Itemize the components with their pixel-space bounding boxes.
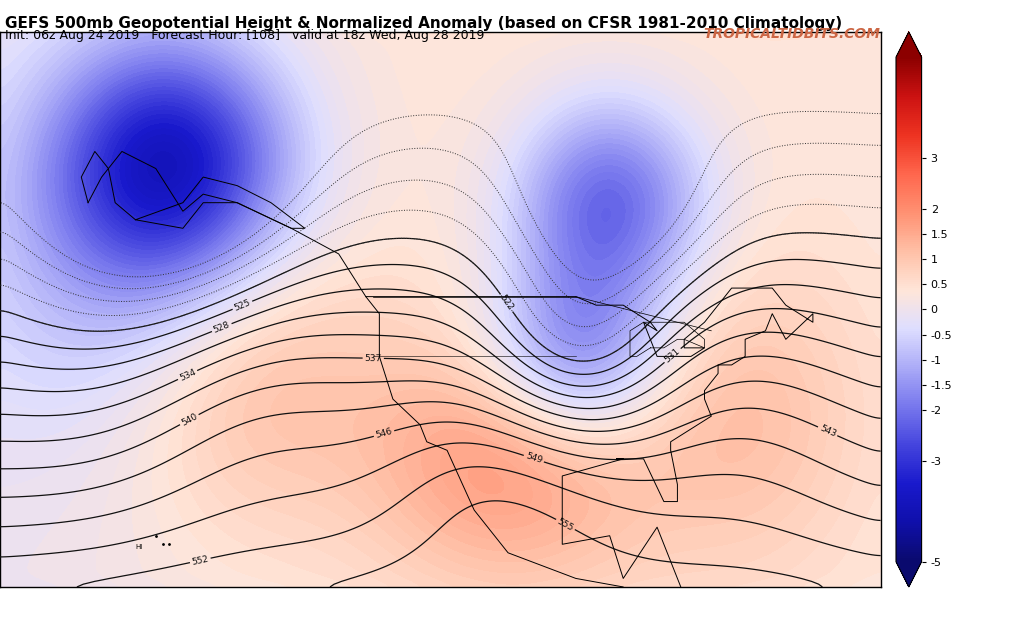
Text: 522: 522 — [498, 293, 515, 313]
Text: 534: 534 — [178, 367, 198, 383]
Text: 537: 537 — [365, 353, 382, 363]
Text: TROPICALTIDBITS.COM: TROPICALTIDBITS.COM — [703, 27, 881, 41]
Text: 549: 549 — [524, 452, 544, 466]
Text: 555: 555 — [556, 516, 575, 533]
PathPatch shape — [896, 561, 922, 587]
Text: Init: 06z Aug 24 2019   Forecast Hour: [108]   valid at 18z Wed, Aug 28 2019: Init: 06z Aug 24 2019 Forecast Hour: [10… — [5, 29, 484, 41]
Text: HI: HI — [135, 544, 142, 549]
Text: 525: 525 — [232, 298, 252, 313]
Text: 540: 540 — [179, 412, 199, 427]
Text: 531: 531 — [664, 346, 682, 364]
Text: 546: 546 — [375, 427, 393, 440]
Text: 543: 543 — [818, 424, 838, 439]
Text: 528: 528 — [212, 320, 231, 335]
Text: 552: 552 — [190, 554, 210, 567]
PathPatch shape — [896, 32, 922, 57]
Text: GEFS 500mb Geopotential Height & Normalized Anomaly (based on CFSR 1981-2010 Cli: GEFS 500mb Geopotential Height & Normali… — [5, 16, 843, 31]
